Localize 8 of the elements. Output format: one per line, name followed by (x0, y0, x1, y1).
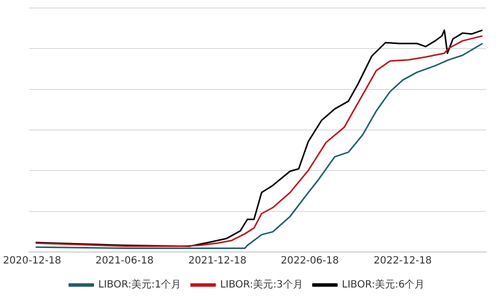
legend-label: LIBOR:美元:6个月 (342, 278, 425, 291)
x-tick-label: 2021-12-18 (188, 256, 246, 267)
legend-label: LIBOR:美元:3个月 (220, 278, 303, 291)
x-tick-label: 2022-12-18 (374, 256, 432, 267)
x-tick-label: 2020-12-18 (3, 256, 62, 267)
x-tick-label: 2021-06-18 (95, 256, 154, 267)
legend-label: LIBOR:美元:1个月 (98, 278, 182, 291)
x-tick-label: 2022-06-18 (280, 256, 339, 267)
